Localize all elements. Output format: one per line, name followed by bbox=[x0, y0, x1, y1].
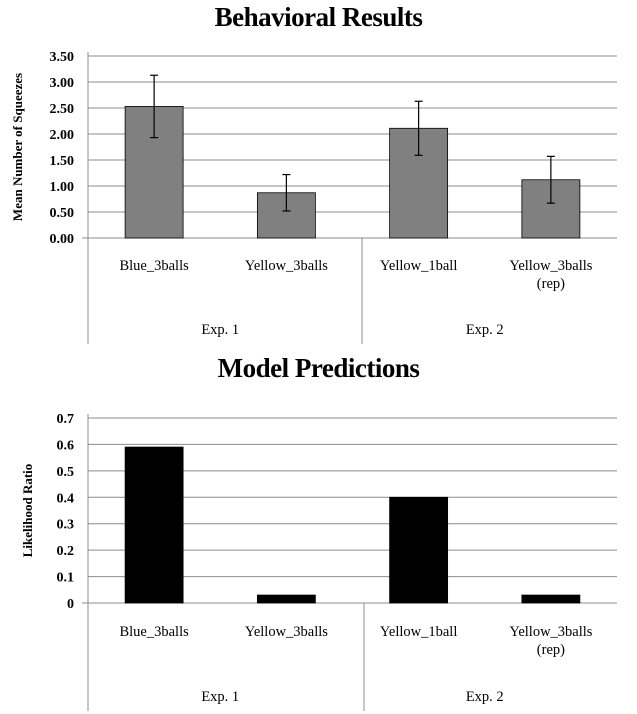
y-tick-label: 3.50 bbox=[50, 50, 75, 65]
category-label: Yellow_3balls bbox=[245, 258, 328, 274]
category-label: Yellow_3balls bbox=[509, 624, 592, 640]
y-axis-title: Mean Number of Squeezes bbox=[10, 73, 25, 221]
chart-title-behavioral: Behavioral Results bbox=[214, 2, 423, 32]
y-tick-label: 1.50 bbox=[50, 154, 75, 169]
y-axis-title: Likelihood Ratio bbox=[20, 464, 35, 558]
y-tick-label: 0 bbox=[67, 597, 74, 612]
group-label: Exp. 2 bbox=[466, 322, 504, 338]
y-tick-label: 0.4 bbox=[57, 491, 75, 506]
category-label: (rep) bbox=[537, 642, 565, 658]
category-label: Yellow_3balls bbox=[509, 258, 592, 274]
y-tick-label: 0.6 bbox=[57, 438, 75, 453]
y-tick-label: 0.50 bbox=[50, 206, 75, 221]
y-tick-label: 0.2 bbox=[57, 544, 75, 559]
bar bbox=[256, 594, 316, 604]
group-label: Exp. 1 bbox=[201, 322, 239, 338]
group-label: Exp. 1 bbox=[201, 689, 239, 705]
y-tick-label: 0.1 bbox=[57, 571, 75, 586]
category-label: Yellow_3balls bbox=[245, 624, 328, 640]
y-tick-label: 3.00 bbox=[50, 76, 75, 91]
bar bbox=[124, 446, 184, 604]
category-label: Yellow_1ball bbox=[380, 624, 457, 640]
category-label: (rep) bbox=[537, 276, 565, 292]
y-tick-label: 1.00 bbox=[50, 180, 75, 195]
category-label: Blue_3balls bbox=[119, 258, 189, 274]
y-tick-label: 0.3 bbox=[57, 518, 75, 533]
bar bbox=[521, 594, 581, 604]
group-label: Exp. 2 bbox=[466, 689, 504, 705]
bar bbox=[389, 496, 449, 604]
y-tick-label: 2.00 bbox=[50, 128, 75, 143]
y-tick-label: 0.7 bbox=[57, 412, 75, 427]
y-tick-label: 2.50 bbox=[50, 102, 75, 117]
chart-title-model: Model Predictions bbox=[217, 353, 420, 383]
category-label: Blue_3balls bbox=[119, 624, 189, 640]
y-tick-label: 0.00 bbox=[50, 232, 75, 247]
y-tick-label: 0.5 bbox=[57, 465, 75, 480]
category-label: Yellow_1ball bbox=[380, 258, 457, 274]
